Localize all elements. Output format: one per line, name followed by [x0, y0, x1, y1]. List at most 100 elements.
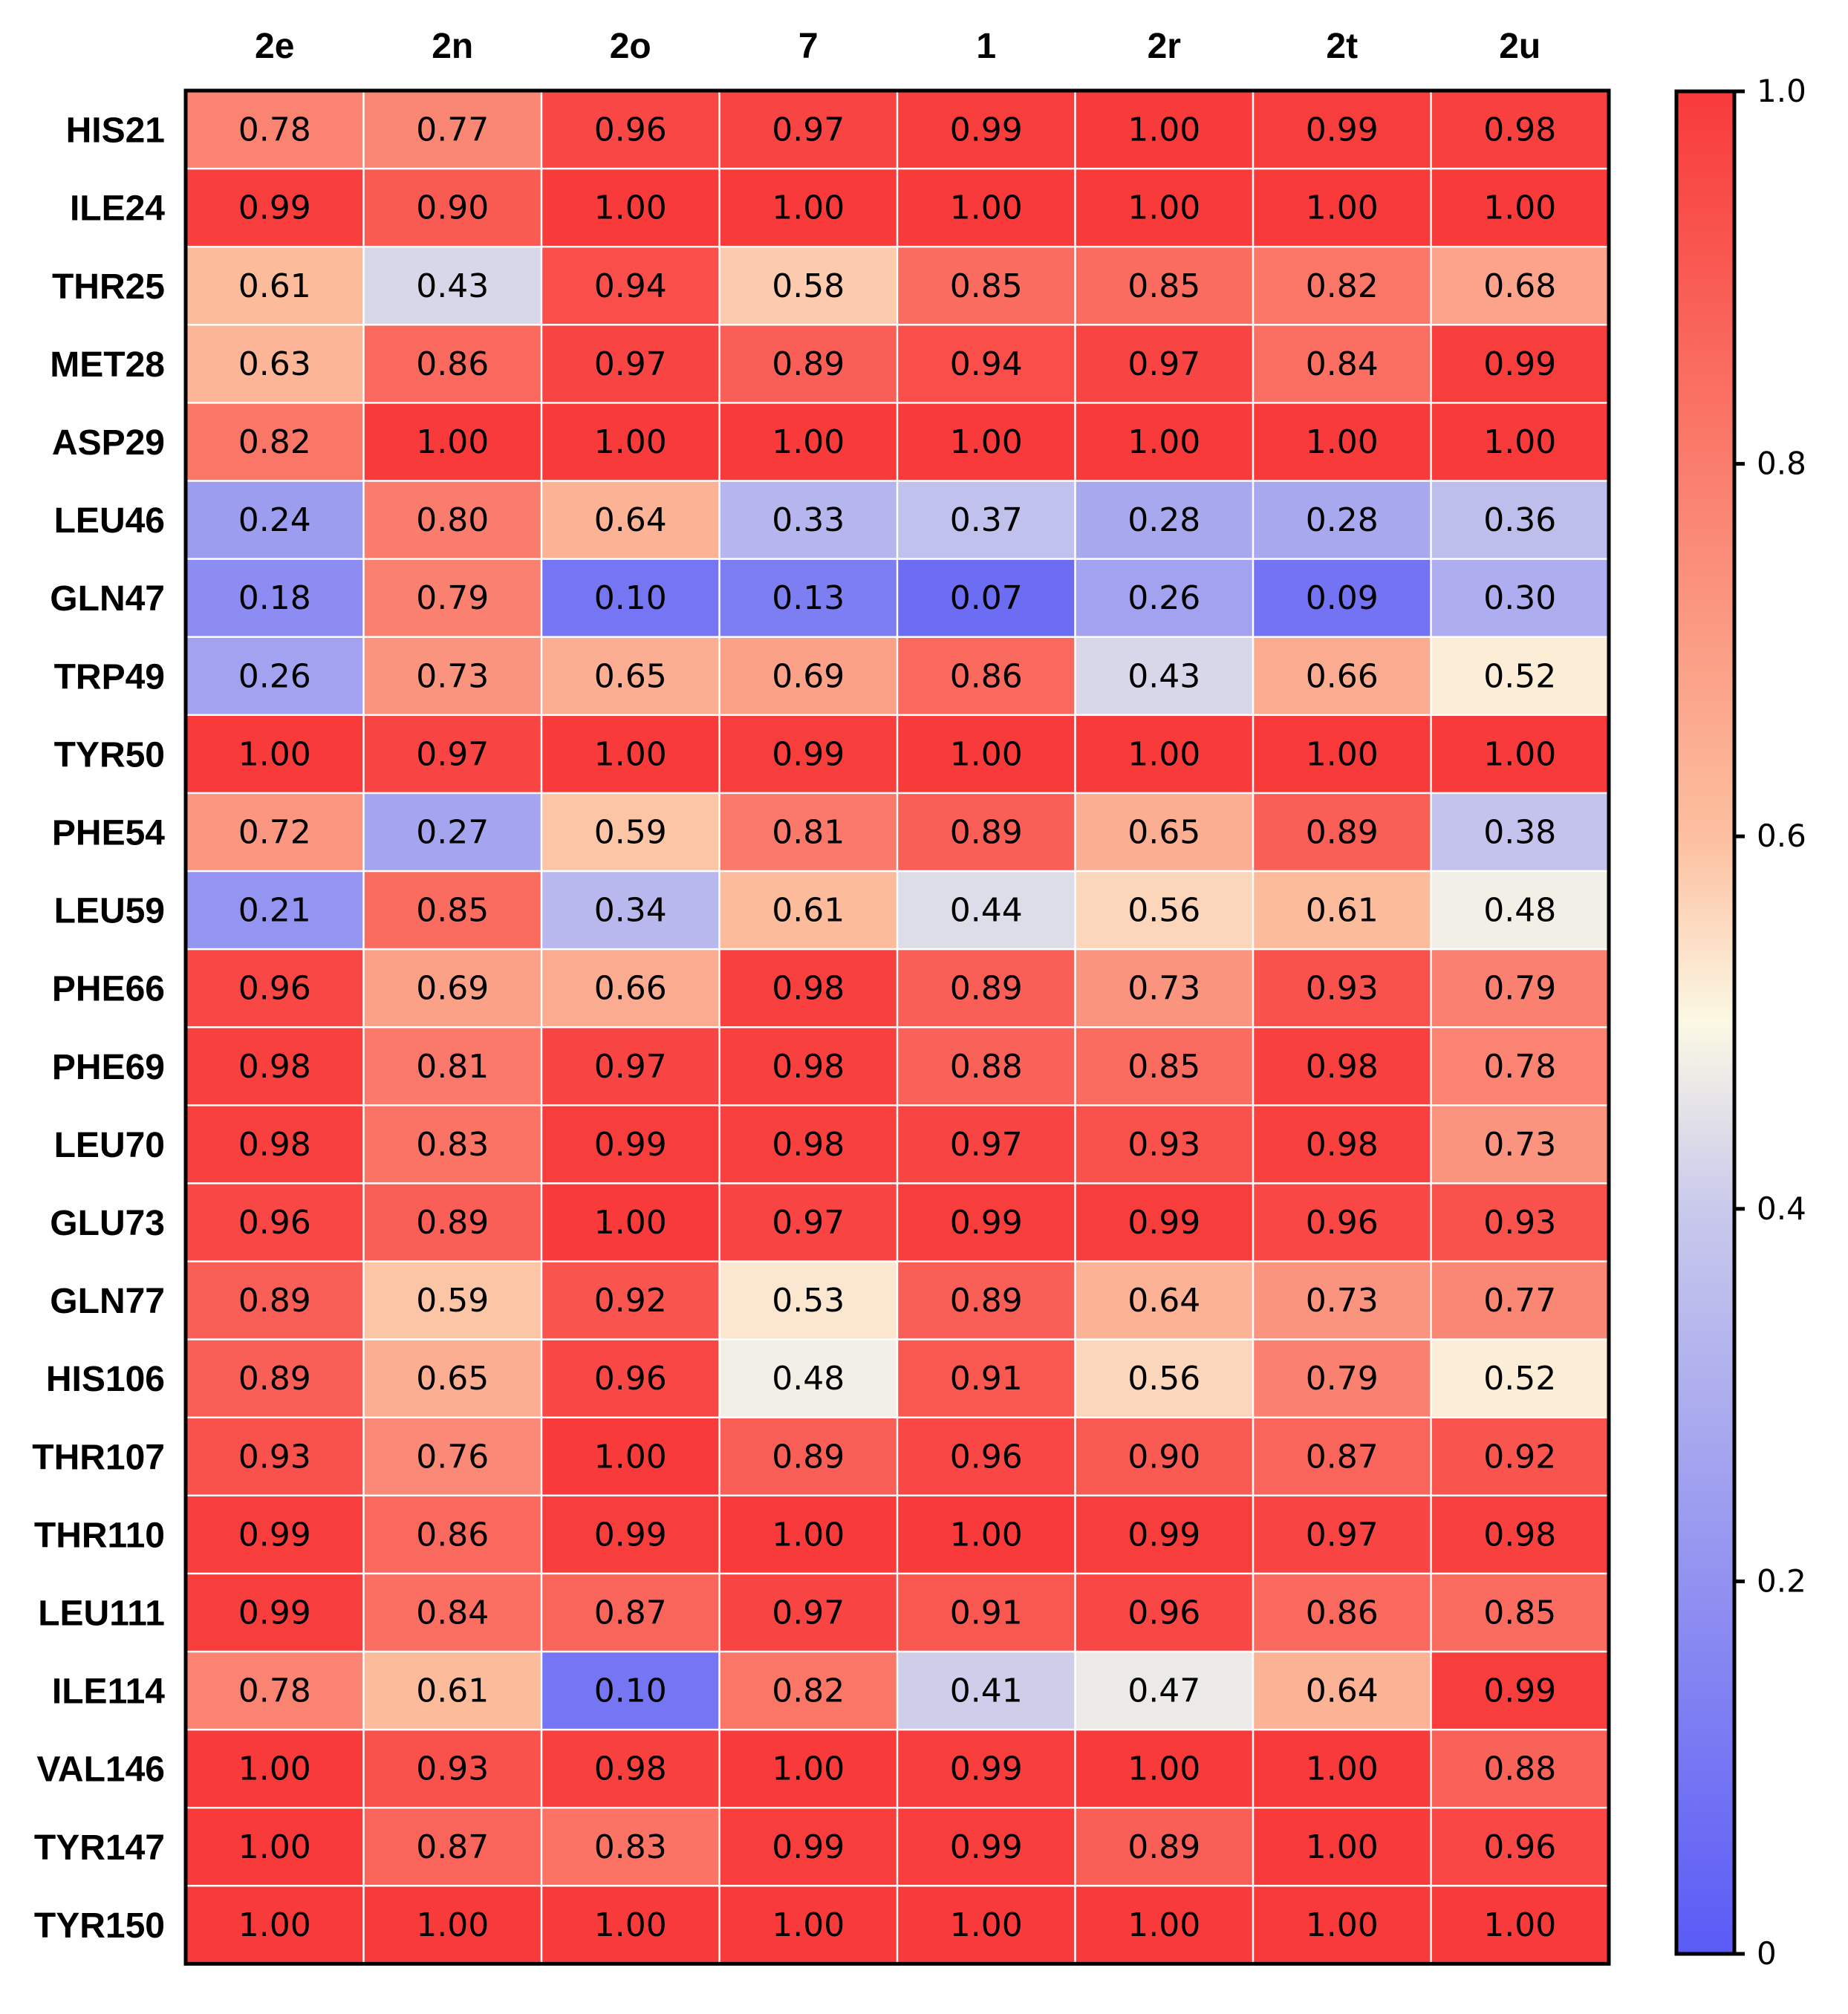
- cell-value-label: 0.97: [594, 1048, 667, 1086]
- cell-value-label: 0.79: [1483, 970, 1556, 1008]
- heatmap-cell: [186, 872, 363, 948]
- cell-value-label: 0.99: [950, 1750, 1023, 1788]
- cell-value-label: 0.64: [594, 501, 667, 539]
- cell-value-label: 0.89: [950, 970, 1023, 1008]
- heatmap-cell: [1254, 1340, 1431, 1417]
- heatmap-cell: [720, 481, 897, 558]
- cell-value-label: 0.52: [1483, 657, 1556, 695]
- heatmap-cell: [186, 403, 363, 480]
- cell-value-label: 1.00: [1483, 423, 1556, 461]
- cell-value-label: 1.00: [594, 1906, 667, 1944]
- heatmap-cell: [1431, 1262, 1608, 1339]
- heatmap-cell: [542, 1106, 719, 1183]
- cell-value-label: 0.61: [772, 892, 845, 930]
- cell-value-label: 0.96: [1483, 1828, 1556, 1866]
- cell-value-label: 1.00: [1306, 1750, 1379, 1788]
- heatmap-cell: [1076, 1496, 1252, 1573]
- cell-value-label: 0.65: [416, 1360, 489, 1398]
- cell-value-label: 1.00: [1306, 735, 1379, 773]
- row-label: TYR50: [54, 735, 165, 775]
- cell-value-label: 0.93: [1483, 1204, 1556, 1242]
- heatmap-cell: [898, 637, 1075, 714]
- cell-value-label: 0.37: [950, 501, 1023, 539]
- cell-value-label: 1.00: [1483, 735, 1556, 773]
- cell-value-label: 1.00: [594, 1438, 667, 1476]
- heatmap-cell: [186, 716, 363, 792]
- column-label: 2u: [1499, 27, 1540, 66]
- cell-value-label: 0.52: [1483, 1360, 1556, 1398]
- colorbar-tick-label: 0: [1757, 1935, 1777, 1972]
- heatmap-cell: [1254, 559, 1431, 636]
- heatmap-cell: [364, 91, 541, 168]
- cell-value-label: 1.00: [772, 189, 845, 227]
- cell-value-label: 0.10: [594, 1672, 667, 1710]
- cell-value-label: 0.48: [1483, 892, 1556, 930]
- cell-value-label: 0.98: [238, 1048, 311, 1086]
- cell-value-label: 0.64: [1128, 1282, 1200, 1320]
- heatmap-cell: [186, 1028, 363, 1105]
- heatmap-cell: [720, 950, 897, 1026]
- cell-value-label: 0.91: [950, 1594, 1023, 1632]
- heatmap-cell: [542, 559, 719, 636]
- cell-value-label: 0.82: [772, 1672, 845, 1710]
- heatmap-cell: [1254, 1652, 1431, 1729]
- cell-value-label: 0.96: [594, 1360, 667, 1398]
- heatmap-cell: [1076, 716, 1252, 792]
- cell-value-label: 0.96: [950, 1438, 1023, 1476]
- heatmap-cell: [542, 1496, 719, 1573]
- cell-value-label: 0.73: [1483, 1126, 1556, 1164]
- cell-value-label: 0.99: [772, 1828, 845, 1866]
- heatmap-cell: [186, 1574, 363, 1651]
- cell-value-label: 0.97: [1306, 1516, 1379, 1554]
- heatmap-cell: [1254, 169, 1431, 246]
- colorbar-tick-label: 0.8: [1757, 446, 1806, 482]
- cell-value-label: 0.97: [416, 735, 489, 773]
- heatmap-cell: [186, 1808, 363, 1886]
- cell-value-label: 1.00: [238, 1906, 311, 1944]
- heatmap-cell: [186, 1886, 363, 1964]
- heatmap-cell: [364, 481, 541, 558]
- cell-value-label: 0.99: [772, 735, 845, 773]
- cell-value-label: 0.78: [1483, 1048, 1556, 1086]
- cell-value-label: 0.87: [594, 1594, 667, 1632]
- heatmap-cell: [542, 169, 719, 246]
- cell-value-label: 0.86: [1306, 1594, 1379, 1632]
- cell-value-label: 0.59: [416, 1282, 489, 1320]
- heatmap-cell: [1431, 1652, 1608, 1729]
- heatmap-cell: [1431, 559, 1608, 636]
- colorbar-tick-label: 0.2: [1757, 1562, 1806, 1599]
- row-label: PHE66: [52, 970, 165, 1009]
- cell-value-label: 1.00: [950, 1906, 1023, 1944]
- heatmap-cell: [186, 1730, 363, 1807]
- row-label: THR107: [32, 1438, 165, 1477]
- heatmap-cell: [186, 91, 363, 168]
- colorbar-tick-label: 1.0: [1757, 73, 1806, 109]
- heatmap-cell: [898, 1496, 1075, 1573]
- cell-value-label: 1.00: [950, 423, 1023, 461]
- heatmap-cell: [1254, 872, 1431, 948]
- cell-value-label: 0.83: [416, 1126, 489, 1164]
- heatmap-cell: [1076, 325, 1252, 403]
- heatmap-cell: [898, 1106, 1075, 1183]
- cell-value-label: 0.76: [416, 1438, 489, 1476]
- cell-value-label: 0.96: [1306, 1204, 1379, 1242]
- heatmap-cell: [364, 559, 541, 636]
- cell-value-label: 0.66: [1306, 657, 1379, 695]
- heatmap-cell: [720, 247, 897, 325]
- cell-value-label: 0.73: [1128, 970, 1200, 1008]
- row-label: PHE69: [52, 1048, 165, 1087]
- cell-value-label: 0.92: [1483, 1438, 1556, 1476]
- heatmap-cell: [186, 950, 363, 1026]
- heatmap-cell: [720, 1262, 897, 1339]
- cell-value-label: 0.94: [594, 267, 667, 305]
- heatmap-cell: [186, 1418, 363, 1495]
- cell-value-label: 0.66: [594, 970, 667, 1008]
- heatmap-cell: [720, 1340, 897, 1417]
- heatmap-cell: [1254, 1808, 1431, 1886]
- cell-value-label: 0.53: [772, 1282, 845, 1320]
- heatmap-cell: [542, 247, 719, 325]
- column-label: 2e: [255, 27, 294, 66]
- cell-value-label: 0.94: [950, 345, 1023, 383]
- cell-value-label: 0.97: [772, 1594, 845, 1632]
- cell-value-label: 0.86: [416, 345, 489, 383]
